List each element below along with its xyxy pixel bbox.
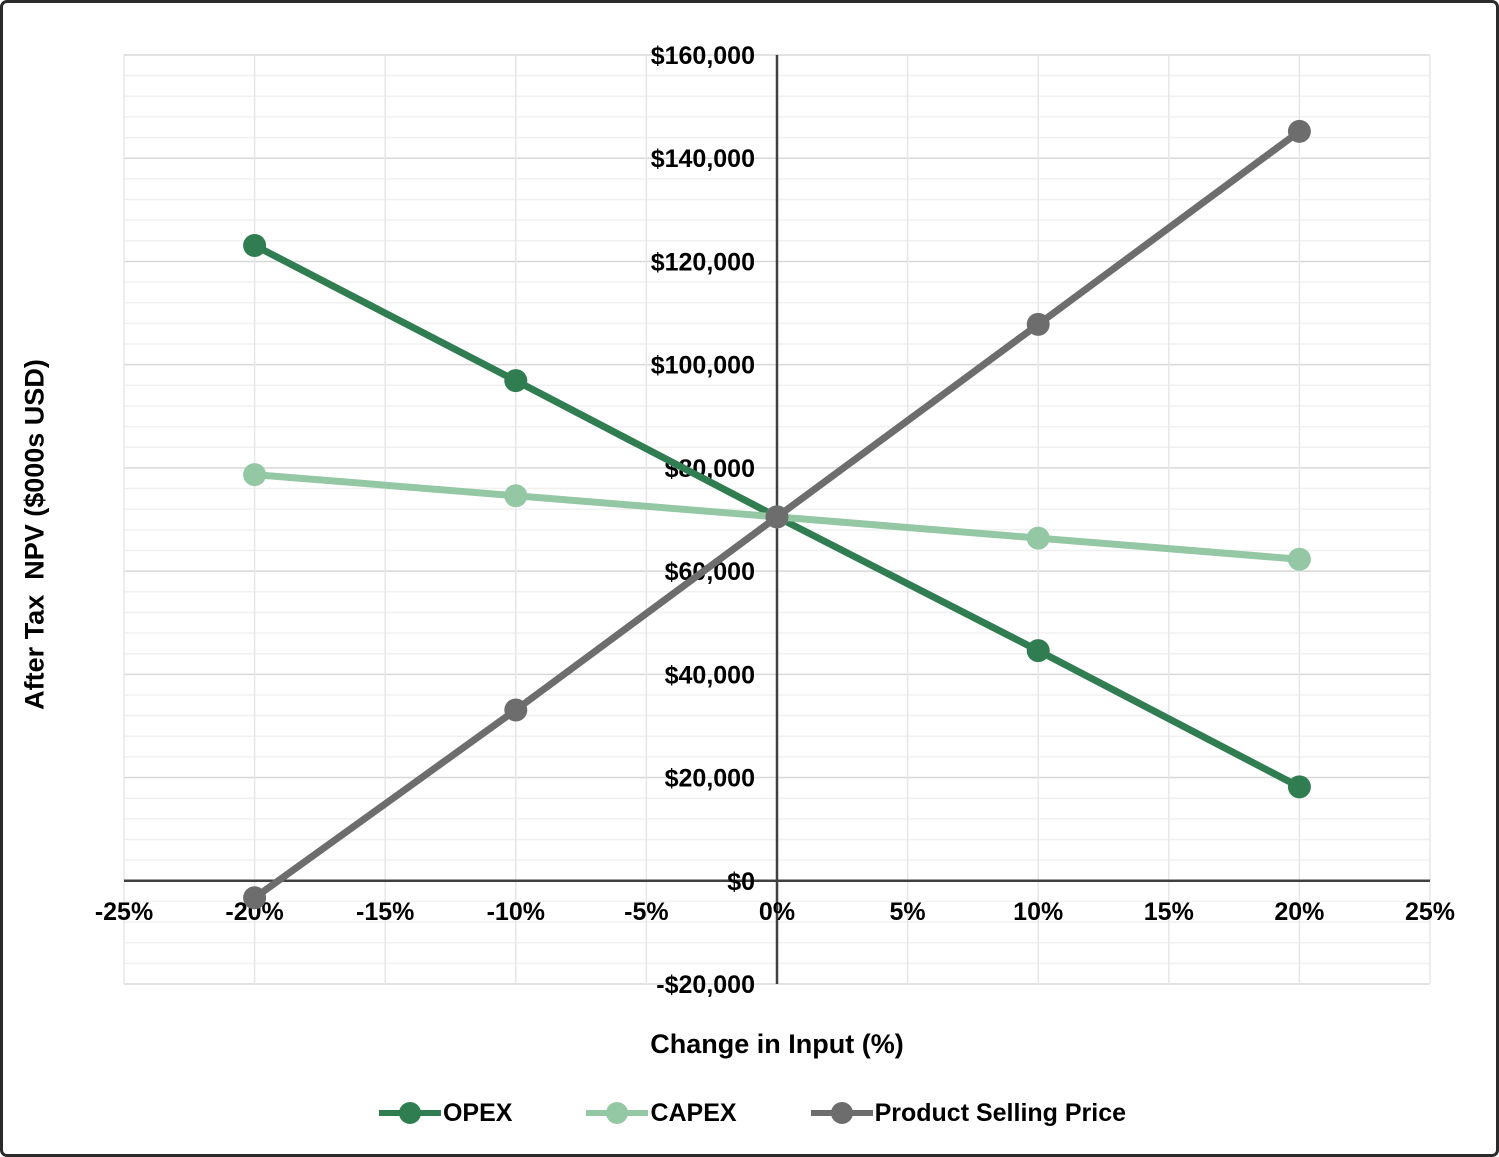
x-tick-label: 10% [1013,898,1063,926]
y-tick-label: $120,000 [651,248,755,276]
data-point-capex [243,463,267,487]
x-tick-label: 0% [759,898,795,926]
x-tick-label: -25% [95,898,153,926]
x-tick-label: -10% [487,898,545,926]
plot-area: -$20,000$0$20,000$40,000$60,000$80,000$1… [95,42,1455,999]
x-tick-label: 15% [1144,898,1194,926]
data-point-product-selling-price [1026,312,1050,336]
legend-item-opex: OPEX [378,1098,513,1128]
data-point-product-selling-price [504,698,528,722]
y-tick-label: $100,000 [651,352,755,380]
data-point-capex [1287,547,1311,571]
data-point-capex [1026,526,1050,550]
legend-line-marker-icon [586,1102,649,1124]
legend: OPEX CAPEX Product Selling Price [3,1091,1496,1135]
legend-label: OPEX [442,1098,513,1127]
x-tick-label: 25% [1405,898,1455,926]
data-point-capex [504,484,528,508]
legend-line-marker-icon [378,1102,441,1124]
x-tick-label: -15% [356,898,414,926]
legend-item-capex: CAPEX [586,1098,737,1128]
data-point-product-selling-price [243,886,267,910]
x-tick-label: -5% [624,898,668,926]
y-tick-label: $20,000 [665,765,755,793]
legend-dot-icon [606,1102,629,1124]
data-point-product-selling-price [765,505,789,529]
legend-item-product-selling-price: Product Selling Price [810,1098,1127,1128]
legend-dot-icon [830,1102,853,1124]
y-tick-label: $160,000 [651,42,755,70]
legend-dot-icon [398,1102,421,1124]
y-axis-title: After Tax NPV ($000s USD) [19,359,50,710]
data-point-opex [243,233,267,257]
y-tick-label: $40,000 [665,661,755,689]
x-axis-title: Change in Input (%) [650,1029,904,1059]
y-tick-label: $140,000 [651,145,755,173]
y-tick-label: $0 [727,868,755,896]
legend-line-marker-icon [810,1102,873,1124]
data-point-opex [1026,639,1050,663]
legend-label: Product Selling Price [874,1098,1127,1127]
x-tick-label: 5% [890,898,926,926]
legend-label: CAPEX [650,1098,737,1127]
data-point-product-selling-price [1287,119,1311,143]
data-point-opex [1287,775,1311,799]
y-tick-label: -$20,000 [656,971,755,999]
data-point-opex [504,369,528,393]
x-tick-label: 20% [1274,898,1324,926]
